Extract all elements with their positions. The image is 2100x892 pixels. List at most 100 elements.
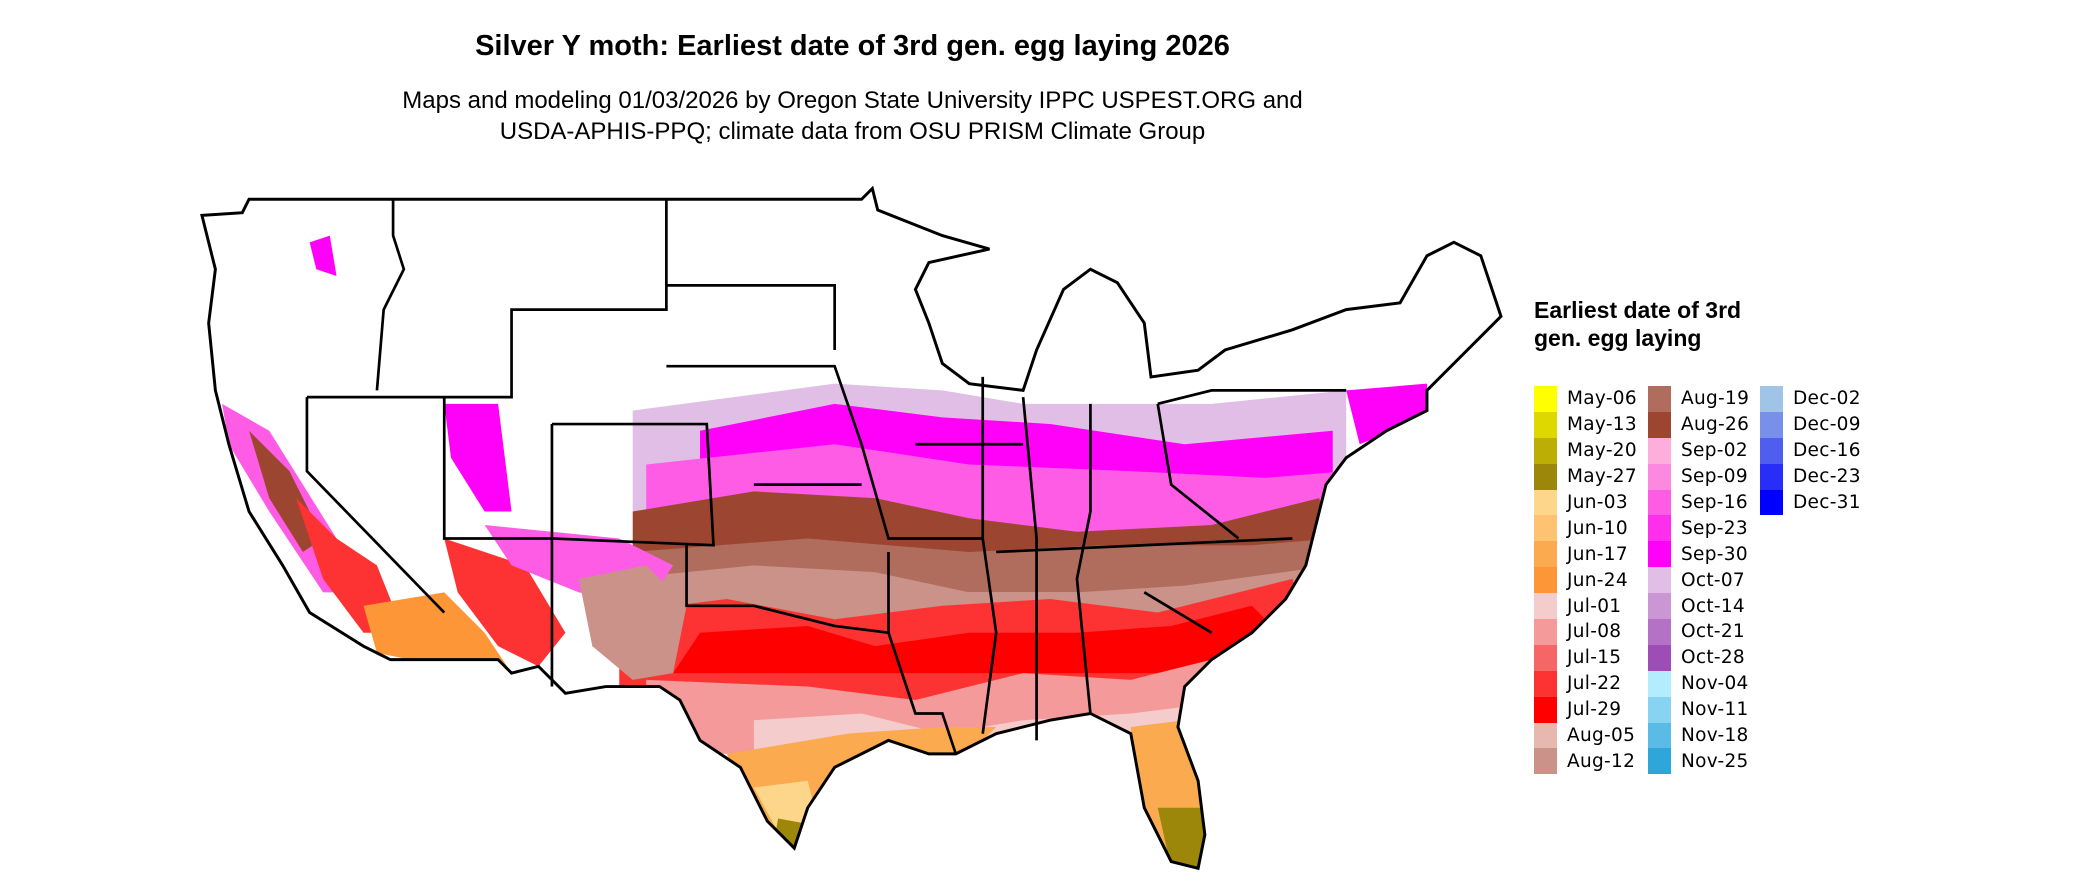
legend-swatch bbox=[1534, 437, 1557, 464]
legend-item: Jul-29 bbox=[1534, 696, 1637, 723]
legend-item: Dec-02 bbox=[1760, 386, 1861, 412]
legend-label: Nov-11 bbox=[1681, 699, 1749, 721]
legend-swatch bbox=[1760, 411, 1783, 438]
region bbox=[444, 538, 566, 667]
legend-label: Jul-22 bbox=[1567, 673, 1622, 695]
legend-item: Oct-28 bbox=[1648, 644, 1749, 671]
legend-item: Jul-01 bbox=[1534, 593, 1637, 620]
region bbox=[578, 565, 687, 680]
legend-label: Jul-01 bbox=[1567, 595, 1622, 617]
legend-label: Jun-24 bbox=[1567, 569, 1628, 591]
legend-item: Dec-23 bbox=[1760, 463, 1861, 490]
legend-swatch bbox=[1648, 489, 1671, 516]
region bbox=[673, 605, 1279, 674]
legend-item: Jun-03 bbox=[1534, 489, 1637, 516]
legend-item: May-20 bbox=[1534, 437, 1637, 464]
legend-column-3: Dec-02 Dec-09 Dec-16 Dec-23 Dec-31 bbox=[1760, 386, 1861, 516]
legend-swatch bbox=[1648, 515, 1671, 542]
legend-swatch bbox=[1760, 437, 1783, 464]
legend-swatch bbox=[1648, 386, 1671, 412]
legend-item: May-13 bbox=[1534, 411, 1637, 438]
legend-item: Oct-14 bbox=[1648, 593, 1749, 620]
legend-swatch bbox=[1760, 489, 1783, 516]
legend-swatch bbox=[1534, 541, 1557, 568]
legend-swatch bbox=[1534, 696, 1557, 723]
legend-swatch bbox=[1534, 619, 1557, 645]
legend-swatch bbox=[1534, 722, 1557, 749]
legend-swatch bbox=[1534, 411, 1557, 438]
legend-swatch bbox=[1534, 463, 1557, 490]
legend-item: May-06 bbox=[1534, 386, 1637, 412]
legend-label: Dec-16 bbox=[1793, 440, 1861, 462]
legend-swatch bbox=[1534, 644, 1557, 671]
legend-label: Aug-26 bbox=[1681, 414, 1750, 436]
legend-item: Jun-10 bbox=[1534, 515, 1637, 542]
legend-label: Jul-08 bbox=[1567, 621, 1622, 643]
legend-label: May-27 bbox=[1567, 466, 1637, 488]
legend-item: Nov-18 bbox=[1648, 722, 1749, 749]
legend-label: Dec-09 bbox=[1793, 414, 1861, 436]
region bbox=[363, 592, 512, 674]
legend-item: May-27 bbox=[1534, 463, 1637, 490]
legend-label: Aug-12 bbox=[1567, 750, 1636, 772]
legend-swatch bbox=[1534, 515, 1557, 542]
legend-swatch bbox=[1760, 463, 1783, 490]
legend-label: May-06 bbox=[1567, 388, 1637, 410]
legend-swatch bbox=[1648, 411, 1671, 438]
legend-label: Dec-31 bbox=[1793, 492, 1861, 513]
legend-column-2: Aug-19 Aug-26 Sep-02 Sep-09 Sep-16 Sep-23 Sep-… bbox=[1648, 386, 1750, 775]
legend-swatch bbox=[1534, 670, 1557, 697]
legend-swatch bbox=[1648, 670, 1671, 697]
legend-swatch bbox=[1534, 386, 1557, 412]
legend-label: Jun-10 bbox=[1567, 517, 1628, 539]
legend-label: Dec-02 bbox=[1793, 388, 1861, 410]
region bbox=[1144, 870, 1187, 888]
legend-item: Nov-25 bbox=[1648, 748, 1749, 775]
legend-label: Dec-23 bbox=[1793, 466, 1861, 488]
legend-swatch bbox=[1534, 567, 1557, 594]
legend-swatch bbox=[1534, 593, 1557, 620]
legend-item: Jul-15 bbox=[1534, 644, 1637, 671]
legend-label: Nov-18 bbox=[1681, 725, 1749, 747]
legend-swatch bbox=[1534, 748, 1557, 775]
legend-item: Jul-08 bbox=[1534, 619, 1637, 645]
legend-label: Sep-02 bbox=[1681, 440, 1748, 462]
legend-label: Aug-19 bbox=[1681, 388, 1750, 410]
region bbox=[444, 403, 512, 512]
legend-title: Earliest date of 3rd gen. egg laying bbox=[1534, 297, 1742, 351]
legend-swatch bbox=[1648, 696, 1671, 723]
legend-item: Nov-11 bbox=[1648, 696, 1749, 723]
legend-label: Oct-28 bbox=[1681, 647, 1746, 669]
legend-label: Sep-23 bbox=[1681, 517, 1748, 539]
legend-label: Nov-25 bbox=[1681, 750, 1749, 772]
state-borders bbox=[305, 199, 1347, 755]
legend-label: Oct-21 bbox=[1681, 621, 1746, 643]
region bbox=[296, 498, 404, 633]
legend-swatch bbox=[1534, 489, 1557, 516]
legend-label: Jul-29 bbox=[1567, 699, 1622, 721]
legend-label: May-13 bbox=[1567, 414, 1637, 436]
legend-item: Aug-12 bbox=[1534, 748, 1637, 775]
us-outline bbox=[200, 185, 1503, 871]
region bbox=[1346, 383, 1427, 445]
legend-item: Jul-22 bbox=[1534, 670, 1637, 697]
legend-label: Sep-16 bbox=[1681, 492, 1748, 513]
subtitle-line-1: Maps and modeling 01/03/2026 by Oregon S… bbox=[402, 87, 1303, 114]
legend-swatch bbox=[1648, 722, 1671, 749]
legend-item: Oct-07 bbox=[1648, 567, 1749, 594]
legend-label: Oct-07 bbox=[1681, 569, 1746, 591]
legend-item: Oct-21 bbox=[1648, 619, 1749, 645]
legend-item: Dec-16 bbox=[1760, 437, 1861, 464]
legend-item: Sep-16 bbox=[1648, 489, 1749, 516]
legend-swatch bbox=[1648, 463, 1671, 490]
legend-label: Oct-14 bbox=[1681, 595, 1746, 617]
legend-swatch bbox=[1648, 541, 1671, 568]
legend-item: Aug-19 bbox=[1648, 386, 1749, 412]
legend-item: Sep-30 bbox=[1648, 541, 1749, 568]
legend-item: Aug-26 bbox=[1648, 411, 1750, 438]
legend-label: May-20 bbox=[1567, 440, 1637, 462]
map-subtitle: Maps and modeling 01/03/2026 by Oregon S… bbox=[0, 85, 1705, 147]
legend-swatch bbox=[1648, 437, 1671, 464]
legend-label: Aug-05 bbox=[1567, 725, 1636, 747]
